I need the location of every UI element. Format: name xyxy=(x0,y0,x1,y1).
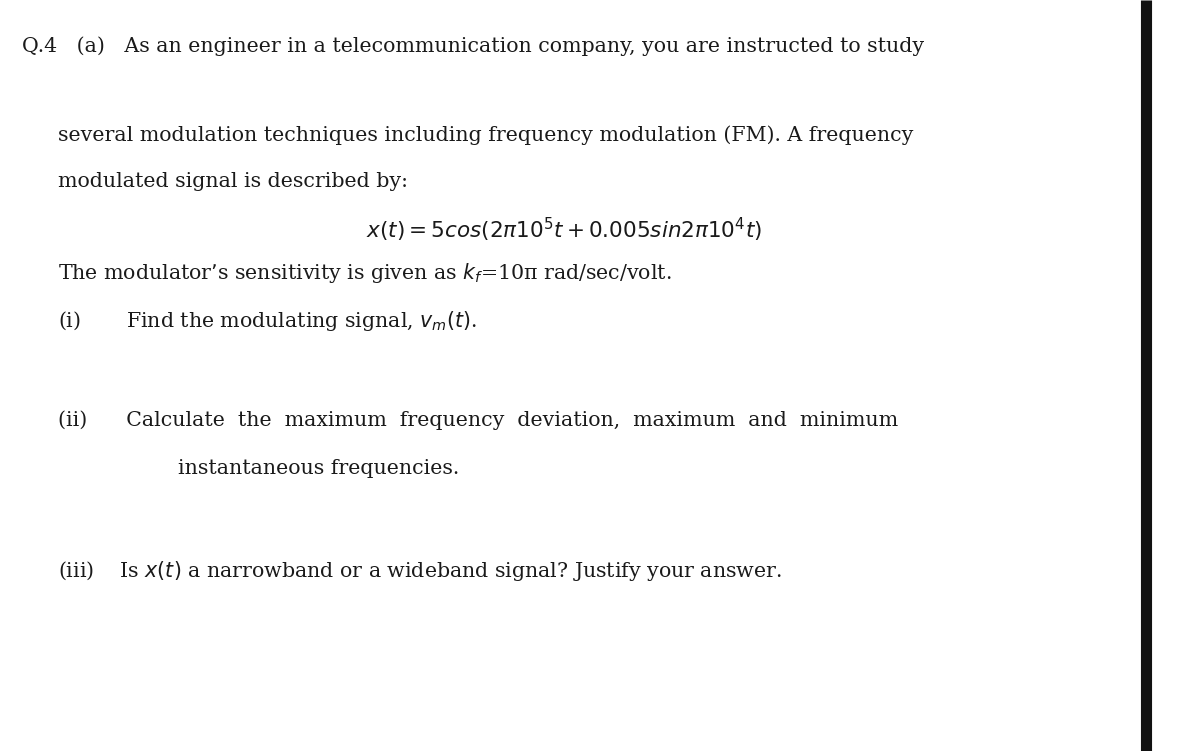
Text: instantaneous frequencies.: instantaneous frequencies. xyxy=(178,459,458,478)
Text: The modulator’s sensitivity is given as $k_f$=10π rad/sec/volt.: The modulator’s sensitivity is given as … xyxy=(58,261,671,285)
Text: modulated signal is described by:: modulated signal is described by: xyxy=(58,172,408,192)
Text: $x(t) = 5cos(2\pi10^5t + 0.005sin2\pi10^4t)$: $x(t) = 5cos(2\pi10^5t + 0.005sin2\pi10^… xyxy=(366,216,762,244)
Text: several modulation techniques including frequency modulation (FM). A frequency: several modulation techniques including … xyxy=(58,125,913,145)
Text: Q.4   (a)   As an engineer in a telecommunication company, you are instructed to: Q.4 (a) As an engineer in a telecommunic… xyxy=(22,37,924,56)
Text: (iii)    Is $x(t)$ a narrowband or a wideband signal? Justify your answer.: (iii) Is $x(t)$ a narrowband or a wideba… xyxy=(58,559,781,583)
Text: (i)       Find the modulating signal, $v_m(t)$.: (i) Find the modulating signal, $v_m(t)$… xyxy=(58,309,476,333)
Text: (ii)      Calculate  the  maximum  frequency  deviation,  maximum  and  minimum: (ii) Calculate the maximum frequency dev… xyxy=(58,411,898,430)
